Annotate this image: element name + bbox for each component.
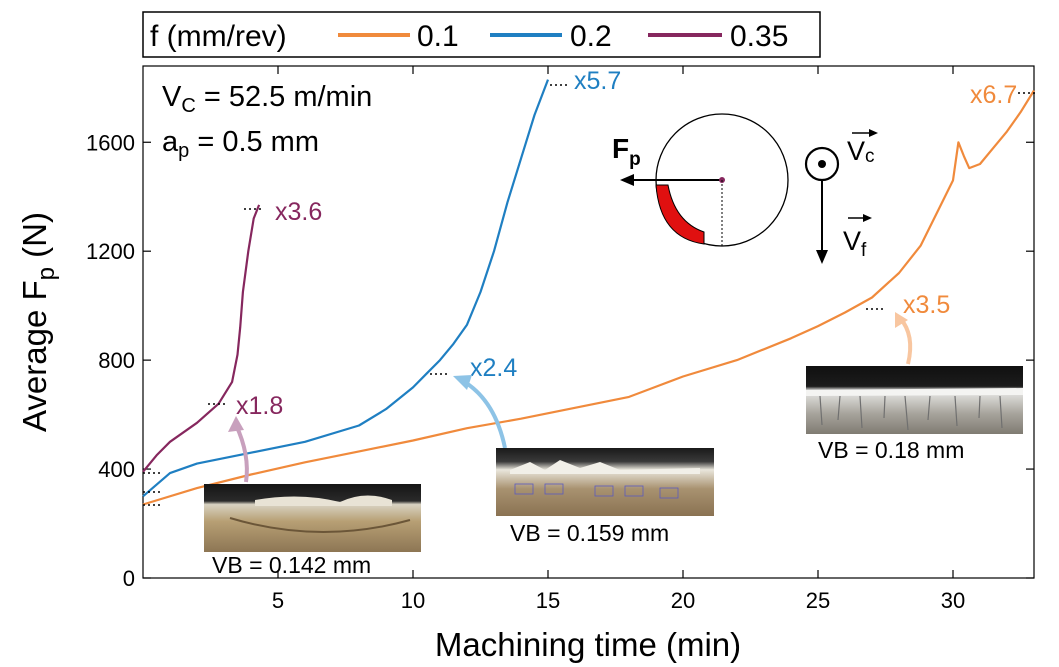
plot-area	[142, 65, 1035, 579]
x-axis-label: Machining time (min)	[435, 626, 741, 663]
depth-of-cut-label: ap = 0.5 mm	[162, 126, 319, 162]
arrow-f035-head	[228, 416, 244, 432]
tool-wear-region	[655, 184, 705, 245]
vb-caption-2: VB = 0.159 mm	[510, 520, 669, 546]
arrow-f02-head	[453, 375, 472, 390]
ratio-label-f01-a: x3.5	[903, 291, 950, 319]
ratio-label-f035-b: x3.6	[275, 198, 322, 226]
wear-image-3	[806, 366, 1023, 434]
legend-label-0.2: 0.2	[570, 20, 612, 53]
cutting-speed-label: VC = 52.5 m/min	[162, 81, 372, 117]
series-line-f-0_35	[142, 204, 261, 473]
arrow-f01	[898, 316, 913, 365]
x-tick-label: 5	[272, 588, 284, 613]
y-tick-label: 800	[98, 348, 135, 373]
x-tick-label: 20	[671, 588, 695, 613]
y-tick-label: 1600	[86, 130, 135, 155]
vf-label: Vf	[843, 226, 867, 261]
legend-label-0.35: 0.35	[730, 20, 788, 53]
y-axis-ticks: 0 400 800 1200 1600	[86, 130, 1034, 591]
ratio-label-f02-b: x5.7	[574, 67, 621, 95]
x-tick-label: 25	[806, 588, 830, 613]
series-line-f-0_2	[142, 79, 550, 498]
ratio-label-f01-b: x6.7	[970, 81, 1017, 109]
legend-title: f (mm/rev)	[150, 20, 287, 53]
series-group	[142, 79, 1035, 506]
y-axis-label: Average Fp (N)	[16, 212, 60, 432]
y-tick-label: 0	[123, 566, 135, 591]
vb-caption-3: VB = 0.18 mm	[818, 437, 964, 463]
arrow-f035	[234, 424, 249, 483]
arrow-f01-head	[895, 312, 908, 328]
arrow-f02	[461, 379, 507, 449]
y-tick-label: 1200	[86, 239, 135, 264]
wear-image-2	[496, 448, 714, 516]
out-of-plane-arrow-icon	[804, 146, 840, 182]
fp-label: Fp	[612, 133, 641, 170]
reference-marks	[143, 84, 1036, 506]
down-arrow-icon	[816, 180, 828, 264]
fp-arrow-head	[620, 174, 634, 186]
ratio-label-f035-a: x1.8	[236, 392, 283, 420]
force-diagram: Fp Vc Vf	[612, 113, 878, 264]
wear-image-1	[204, 484, 421, 552]
x-tick-label: 15	[536, 588, 560, 613]
legend: f (mm/rev) 0.1 0.2 0.35	[142, 11, 821, 58]
vb-caption-1: VB = 0.142 mm	[212, 552, 371, 578]
x-tick-label: 30	[941, 588, 965, 613]
y-tick-label: 400	[98, 457, 135, 482]
series-line-f-0_1	[142, 89, 1035, 506]
x-axis-ticks: 5 10 15 20 25 30	[272, 66, 965, 613]
ratio-label-f02-a: x2.4	[470, 354, 517, 382]
vc-label: Vc	[847, 136, 875, 167]
x-tick-label: 10	[401, 588, 425, 613]
legend-label-0.1: 0.1	[417, 20, 459, 53]
